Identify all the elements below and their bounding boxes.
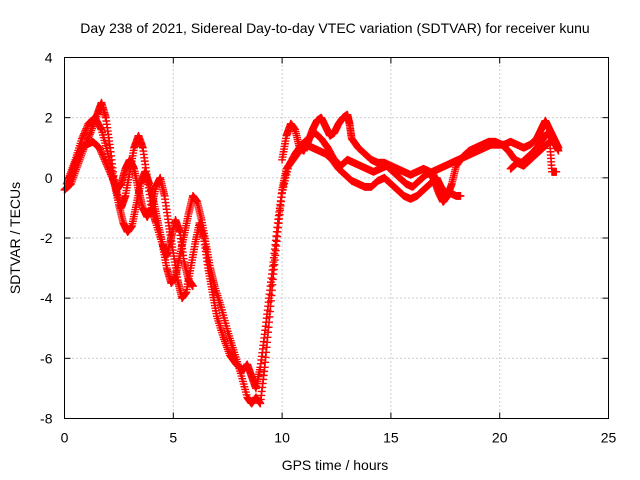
data-point xyxy=(278,185,287,194)
chart-title: Day 238 of 2021, Sidereal Day-to-day VTE… xyxy=(80,20,589,36)
data-point xyxy=(105,156,114,165)
data-point xyxy=(456,191,465,200)
data-series xyxy=(506,137,561,176)
data-point xyxy=(104,153,113,162)
x-tick-label: 15 xyxy=(383,430,399,446)
data-point xyxy=(279,182,288,191)
y-tick-label: -8 xyxy=(40,411,53,427)
data-point xyxy=(96,124,105,133)
data-point xyxy=(284,164,292,173)
x-tick-label: 25 xyxy=(601,430,617,446)
grid-lines xyxy=(64,57,609,419)
y-tick-label: 0 xyxy=(45,170,53,186)
x-tick-label: 0 xyxy=(61,430,69,446)
x-tick-label: 20 xyxy=(492,430,508,446)
data-point xyxy=(281,176,289,185)
y-tick-label: -6 xyxy=(40,350,53,366)
data-point xyxy=(282,170,291,179)
axis-ticks: 0 5 10 15 20 25 -8 -6 -4 -2 0 2 4 xyxy=(40,50,616,446)
data-point xyxy=(283,167,292,176)
data-point xyxy=(281,173,290,182)
data-point xyxy=(106,159,115,168)
data-series xyxy=(278,110,563,206)
data-point xyxy=(107,163,115,172)
data-point xyxy=(109,176,118,185)
data-point xyxy=(109,173,117,182)
data-series xyxy=(64,113,563,408)
y-tick-label: 4 xyxy=(45,50,53,66)
data-point xyxy=(554,146,563,155)
y-tick-label: 2 xyxy=(45,110,53,126)
data-points xyxy=(60,98,563,408)
plot-frame xyxy=(64,57,609,419)
data-point xyxy=(552,167,561,176)
data-series xyxy=(62,137,465,393)
y-axis-label: SDTVAR / TECUs xyxy=(7,182,23,294)
data-point xyxy=(108,169,117,178)
data-point xyxy=(280,179,289,188)
y-tick-label: -2 xyxy=(40,230,53,246)
data-point xyxy=(104,149,112,158)
data-point xyxy=(107,166,116,175)
x-tick-label: 5 xyxy=(169,430,177,446)
x-tick-label: 10 xyxy=(274,430,290,446)
data-point xyxy=(278,188,286,197)
x-axis-label: GPS time / hours xyxy=(282,457,389,473)
y-tick-label: -4 xyxy=(40,290,53,306)
